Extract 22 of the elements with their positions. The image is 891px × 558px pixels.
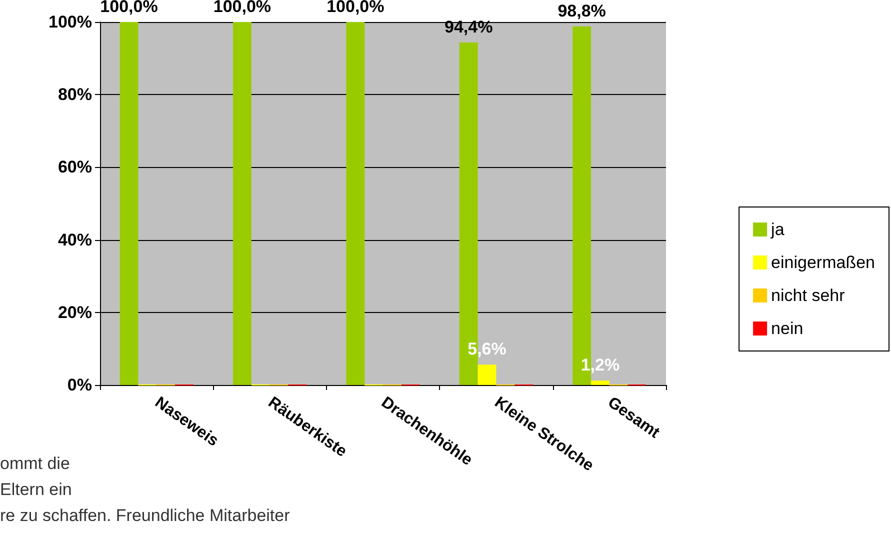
data-label: 98,8% [558,1,606,20]
y-tick-label: 40% [58,230,92,250]
legend-label: ja [770,220,785,239]
y-tick-label: 0% [67,376,92,394]
bar [233,22,252,385]
bar [346,22,365,385]
text: ommt die [0,454,70,473]
y-tick-label: 60% [58,158,92,177]
text: Eltern ein [0,480,72,499]
bar [478,364,496,385]
text: re zu schaffen. Freundliche Mitarbeiter [0,506,290,525]
y-tick-label: 80% [58,85,92,104]
y-tick-label: 100% [48,12,92,32]
data-label: 100,0% [213,0,272,16]
legend-label: nein [771,319,804,338]
legend-label: einigermaßen [771,253,876,272]
data-label: 100,0% [100,0,158,16]
y-tick-label: 20% [58,302,92,322]
bar [591,380,610,385]
data-label: 100,0% [326,0,384,16]
legend-label: nicht sehr [771,286,846,305]
bar [120,22,138,385]
